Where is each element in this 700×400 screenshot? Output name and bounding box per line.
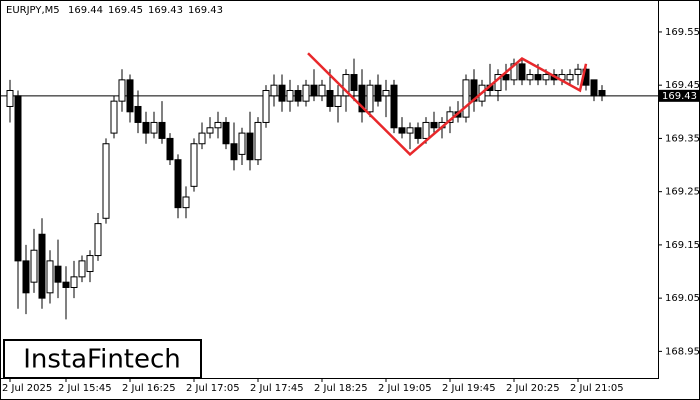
y-tick-label: 168.95 — [665, 346, 700, 357]
candle-body — [174, 159, 182, 209]
y-tick-label: 169.05 — [665, 293, 700, 304]
y-tick-label: 169.55 — [665, 27, 700, 38]
y-tick-label: 169.25 — [665, 187, 700, 198]
price-label: 169.43 — [662, 91, 697, 102]
candle-body — [86, 255, 94, 273]
candle-body — [110, 100, 118, 134]
candle-body — [390, 84, 398, 129]
candle-body — [414, 127, 422, 139]
candle-body — [46, 260, 54, 294]
candle-body — [294, 90, 302, 102]
candle-body — [22, 260, 30, 294]
candle-body — [14, 95, 22, 262]
candle-body — [318, 84, 326, 97]
candle-body — [406, 127, 414, 134]
symbol: EURJPY,M5 — [6, 5, 60, 16]
candle-body — [62, 281, 70, 288]
logo: InstaFintech — [23, 345, 181, 375]
candle-body — [246, 132, 254, 161]
candle-body — [126, 79, 134, 113]
x-tick-label: 2 Jul 17:45 — [250, 383, 304, 394]
header-price: 169.43 — [188, 5, 223, 16]
candle-body — [54, 265, 62, 283]
x-tick-label: 2 Jul 18:25 — [314, 383, 368, 394]
candle-body — [502, 74, 510, 81]
candle-body — [590, 79, 598, 97]
x-tick-label: 2 Jul 19:45 — [442, 383, 496, 394]
candle-body — [310, 84, 318, 97]
candle-body — [598, 90, 606, 97]
x-tick-label: 2 Jul 15:45 — [58, 383, 112, 394]
candle-body — [278, 84, 286, 102]
candle-body — [238, 132, 246, 155]
x-tick-label: 2 Jul 2025 — [2, 383, 52, 394]
candle-body — [134, 105, 142, 123]
candle-body — [182, 196, 190, 209]
candle-body — [102, 143, 110, 219]
candle-body — [518, 63, 526, 81]
candle-body — [78, 260, 86, 278]
candle-body — [198, 132, 206, 145]
candle-body — [366, 84, 374, 113]
candle-body — [382, 90, 390, 97]
candle-body — [254, 121, 262, 161]
candle-body — [574, 68, 582, 76]
header-price: 169.44 — [68, 5, 103, 16]
header-price: 169.45 — [108, 5, 143, 16]
price-label-box — [659, 89, 699, 102]
candle-body — [358, 84, 366, 113]
candle-body — [38, 233, 46, 299]
candle-body — [334, 95, 342, 107]
x-tick-label: 2 Jul 19:05 — [378, 383, 432, 394]
candle-body — [262, 90, 270, 123]
candle-body — [286, 90, 294, 102]
candle-body — [398, 127, 406, 134]
candle-body — [30, 249, 38, 283]
x-tick-label: 2 Jul 17:05 — [186, 383, 240, 394]
plot-frame — [0, 0, 659, 379]
candle-body — [534, 74, 542, 81]
candle-body — [142, 121, 150, 134]
candle-body — [70, 276, 78, 288]
x-tick-label: 2 Jul 16:25 — [122, 383, 176, 394]
candle-body — [326, 90, 334, 107]
candle-body — [118, 79, 126, 102]
logo-box — [3, 339, 202, 379]
candle-body — [566, 74, 574, 81]
candle-body — [430, 121, 438, 129]
y-tick-label: 169.15 — [665, 240, 700, 251]
candle-body — [94, 223, 102, 257]
candle-body — [214, 121, 222, 129]
candle-body — [374, 84, 382, 102]
candle-body — [342, 74, 350, 97]
header-price: 169.43 — [148, 5, 183, 16]
candle-body — [542, 74, 550, 81]
candle-body — [270, 84, 278, 97]
candle-body — [6, 90, 14, 107]
candle-body — [166, 137, 174, 161]
y-tick-label: 169.35 — [665, 133, 700, 144]
candle-body — [158, 121, 166, 139]
x-tick-label: 2 Jul 21:05 — [570, 383, 624, 394]
candle-body — [230, 143, 238, 161]
candle-body — [422, 121, 430, 139]
candle-body — [462, 79, 470, 118]
x-tick-label: 2 Jul 20:25 — [506, 383, 560, 394]
candle-body — [222, 121, 230, 145]
candle-body — [526, 74, 534, 81]
candle-body — [150, 121, 158, 134]
candle-body — [206, 127, 214, 134]
pattern-line — [307, 52, 588, 157]
candle-body — [190, 143, 198, 187]
y-tick-label: 169.45 — [665, 80, 700, 91]
candle-body — [302, 84, 310, 102]
candle-body — [350, 74, 358, 92]
